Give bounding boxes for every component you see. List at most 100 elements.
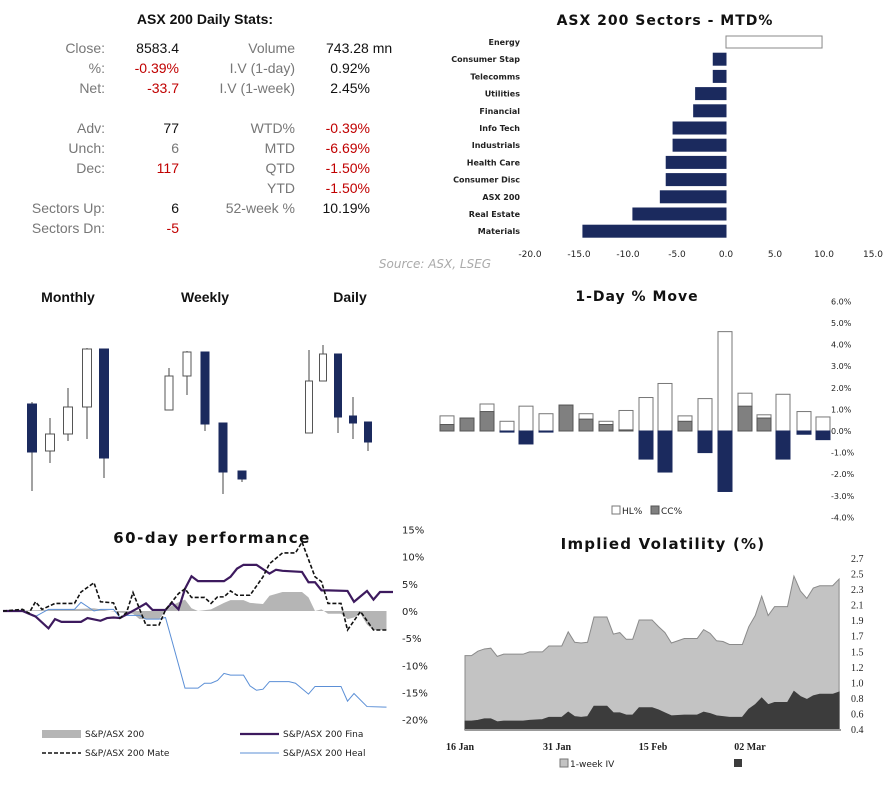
series-financials-line [3, 563, 393, 631]
y-tick-label: 10% [402, 553, 424, 564]
stat-value: -0.39% [325, 120, 370, 136]
cc-bar [518, 430, 534, 445]
y-tick-label: 1.7 [851, 632, 864, 643]
legend-dark-swatch [734, 759, 742, 767]
candle-body [99, 348, 109, 459]
x-tick-label: -20.0 [518, 250, 542, 260]
y-tick-label: 5% [402, 580, 418, 591]
y-tick-label: -3.0% [831, 492, 855, 501]
stat-label: Sectors Dn: [31, 220, 105, 236]
y-tick-label: 2.3 [851, 585, 864, 596]
sector-label: Financial [479, 107, 520, 116]
cc-bar [796, 430, 812, 435]
candle-body [319, 353, 327, 382]
legend-hl-label: HL% [622, 507, 643, 517]
series-1week-iv-area [464, 574, 840, 731]
y-tick-label: -5% [402, 634, 421, 645]
candle-body [45, 433, 55, 452]
y-tick-label: -20% [402, 716, 428, 727]
stat-label: YTD [267, 180, 295, 196]
cc-bar [775, 430, 791, 460]
sector-label: Consumer Disc [453, 176, 520, 185]
sector-bar [659, 190, 727, 204]
candle-body [200, 351, 210, 425]
candle-body [305, 380, 313, 434]
sector-label: Utilities [485, 90, 521, 99]
stat-label: %: [88, 60, 105, 76]
sector-label: Info Tech [479, 124, 520, 133]
hl-bar [775, 393, 791, 432]
legend-heal-label: S&P/ASX 200 Heal [283, 749, 365, 759]
legend-cc-swatch [650, 505, 660, 515]
sector-chart-title: ASX 200 Sectors - MTD% [557, 13, 774, 29]
move-chart-title: 1-Day % Move [575, 289, 698, 305]
stat-value: 8583.4 [136, 40, 179, 56]
x-tick-label: 31 Jan [543, 742, 572, 753]
legend-1week-label: 1-week IV [570, 760, 615, 770]
cc-bar [756, 417, 772, 432]
cc-bar [618, 429, 634, 432]
stat-value: 2.45% [330, 80, 370, 96]
hl-bar [638, 397, 654, 432]
hl-bar [518, 405, 534, 432]
y-tick-label: 15% [402, 526, 424, 537]
candle-body [364, 421, 372, 443]
cc-bar [558, 404, 574, 432]
stat-value: -1.50% [325, 180, 370, 196]
legend-hl-swatch [611, 505, 621, 515]
stat-label: Adv: [76, 120, 105, 136]
cc-bar [459, 417, 475, 432]
stat-value: 117 [156, 160, 179, 176]
y-tick-label: -1.0% [831, 449, 855, 458]
y-tick-label: 4.0% [831, 341, 852, 350]
legend-fina-label: S&P/ASX 200 Fina [283, 730, 363, 740]
candle-panel-title: Weekly [181, 289, 229, 305]
y-tick-label: 1.9 [851, 616, 864, 627]
y-tick-label: 0.0% [831, 427, 852, 436]
y-tick-label: -2.0% [831, 470, 855, 479]
source-note: Source: ASX, LSEG [378, 257, 492, 271]
series-healthcare-line [3, 601, 387, 708]
hl-bar [717, 331, 733, 432]
cc-bar [697, 430, 713, 454]
stat-label: Dec: [76, 160, 105, 176]
stat-label: I.V (1-week) [219, 80, 295, 96]
cc-bar [598, 424, 614, 432]
stats-title: ASX 200 Daily Stats: [136, 11, 274, 27]
stat-value: 0.92% [330, 60, 370, 76]
stat-value: -6.69% [325, 140, 370, 156]
candle-body [27, 403, 37, 453]
stat-label: Net: [79, 80, 105, 96]
y-tick-label: 0.8 [851, 694, 864, 705]
sector-label: Health Care [467, 158, 521, 167]
candle-body [334, 353, 342, 418]
perf-chart-title: 60-day performance [113, 529, 311, 547]
x-tick-label: 15.0 [863, 250, 883, 260]
sector-bar [665, 155, 727, 169]
candle-body [182, 351, 192, 377]
x-tick-label: -5.0 [668, 250, 686, 260]
sector-bar [665, 173, 727, 187]
stat-label: I.V (1-day) [229, 60, 295, 76]
stat-label: Unch: [68, 140, 105, 156]
cc-bar [499, 430, 515, 433]
stat-label: MTD [264, 140, 295, 156]
cc-bar [538, 430, 554, 433]
sector-label: Materials [478, 227, 520, 236]
series-asx200-area [3, 591, 387, 631]
candle-panel-title: Monthly [41, 289, 95, 305]
sector-bar [693, 104, 727, 118]
x-tick-label: 02 Mar [734, 742, 766, 753]
x-tick-label: -15.0 [567, 250, 591, 260]
sector-label: Real Estate [469, 210, 521, 219]
stat-label: WTD% [250, 120, 295, 136]
stat-value: 77 [163, 120, 179, 136]
series-1day-iv-area [464, 690, 840, 731]
stat-label: QTD [265, 160, 295, 176]
stat-value: 10.19% [322, 200, 370, 216]
y-tick-label: 2.0% [831, 384, 852, 393]
series-materials-line [2, 540, 387, 632]
y-tick-label: 2.5 [851, 570, 864, 581]
y-tick-label: 1.5 [851, 647, 864, 658]
legend-mate-label: S&P/ASX 200 Mate [85, 749, 170, 759]
